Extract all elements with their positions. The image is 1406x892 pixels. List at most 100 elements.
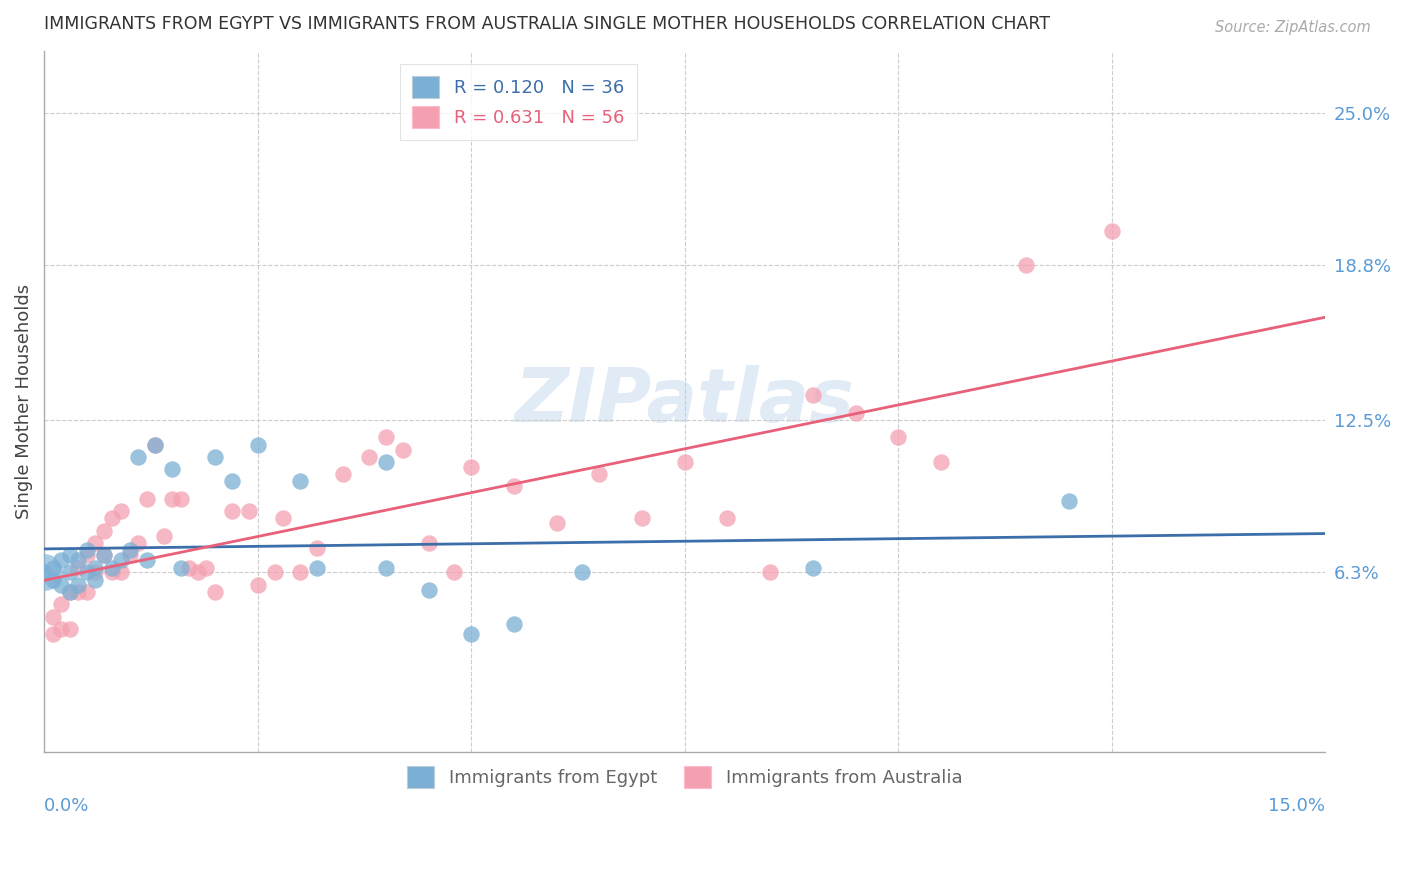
Text: 15.0%: 15.0% [1268,797,1326,815]
Point [1057,494,1080,508]
Point [59,548,82,562]
Point [110,566,132,580]
Y-axis label: Single Mother Households: Single Mother Households [15,284,32,519]
Point [93,548,115,562]
Point [41,609,63,624]
Point [374,560,396,574]
Point [162,491,184,506]
Point [204,450,226,464]
Point [93,548,115,562]
Point [1101,224,1123,238]
Point [290,566,312,580]
Point [67,578,90,592]
Point [101,511,124,525]
Point [118,543,141,558]
Point [41,573,63,587]
Point [127,536,149,550]
Point [59,622,82,636]
Point [59,585,82,599]
Point [307,560,329,574]
Point [84,536,107,550]
Point [32,566,55,580]
Point [246,578,269,592]
Text: IMMIGRANTS FROM EGYPT VS IMMIGRANTS FROM AUSTRALIA SINGLE MOTHER HOUSEHOLDS CORR: IMMIGRANTS FROM EGYPT VS IMMIGRANTS FROM… [44,15,1050,33]
Point [443,566,465,580]
Point [127,450,149,464]
Point [332,467,354,481]
Point [143,437,166,451]
Text: Source: ZipAtlas.com: Source: ZipAtlas.com [1215,20,1371,35]
Point [195,560,218,574]
Point [271,511,294,525]
Point [41,627,63,641]
Point [101,560,124,574]
Point [67,560,90,574]
Point [162,462,184,476]
Point [801,560,824,574]
Point [357,450,380,464]
Point [845,406,868,420]
Point [93,524,115,538]
Point [76,585,98,599]
Point [631,511,654,525]
Point [221,504,243,518]
Point [170,491,193,506]
Point [187,566,209,580]
Point [101,566,124,580]
Point [221,475,243,489]
Point [51,553,73,567]
Point [143,437,166,451]
Point [263,566,285,580]
Point [135,491,157,506]
Point [76,543,98,558]
Point [290,475,312,489]
Point [887,430,910,444]
Point [67,585,90,599]
Point [546,516,568,531]
Point [374,455,396,469]
Point [1015,258,1038,272]
Point [246,437,269,451]
Point [67,553,90,567]
Point [59,566,82,580]
Point [118,548,141,562]
Point [460,627,482,641]
Point [392,442,415,457]
Point [307,541,329,555]
Point [84,573,107,587]
Point [759,566,782,580]
Point [418,582,440,597]
Text: 0.0%: 0.0% [44,797,90,815]
Point [929,455,952,469]
Point [110,504,132,518]
Point [84,560,107,574]
Point [59,585,82,599]
Point [238,504,260,518]
Point [51,598,73,612]
Point [204,585,226,599]
Point [801,388,824,402]
Point [673,455,696,469]
Point [76,548,98,562]
Point [51,578,73,592]
Point [152,528,174,542]
Point [76,566,98,580]
Legend: Immigrants from Egypt, Immigrants from Australia: Immigrants from Egypt, Immigrants from A… [401,759,970,796]
Point [41,560,63,574]
Point [32,566,55,580]
Point [110,553,132,567]
Text: ZIPatlas: ZIPatlas [515,365,855,438]
Point [460,459,482,474]
Point [571,566,593,580]
Point [418,536,440,550]
Point [503,479,526,493]
Point [170,560,193,574]
Point [135,553,157,567]
Point [179,560,201,574]
Point [84,566,107,580]
Point [51,622,73,636]
Point [588,467,610,481]
Point [374,430,396,444]
Point [716,511,738,525]
Point [503,617,526,632]
